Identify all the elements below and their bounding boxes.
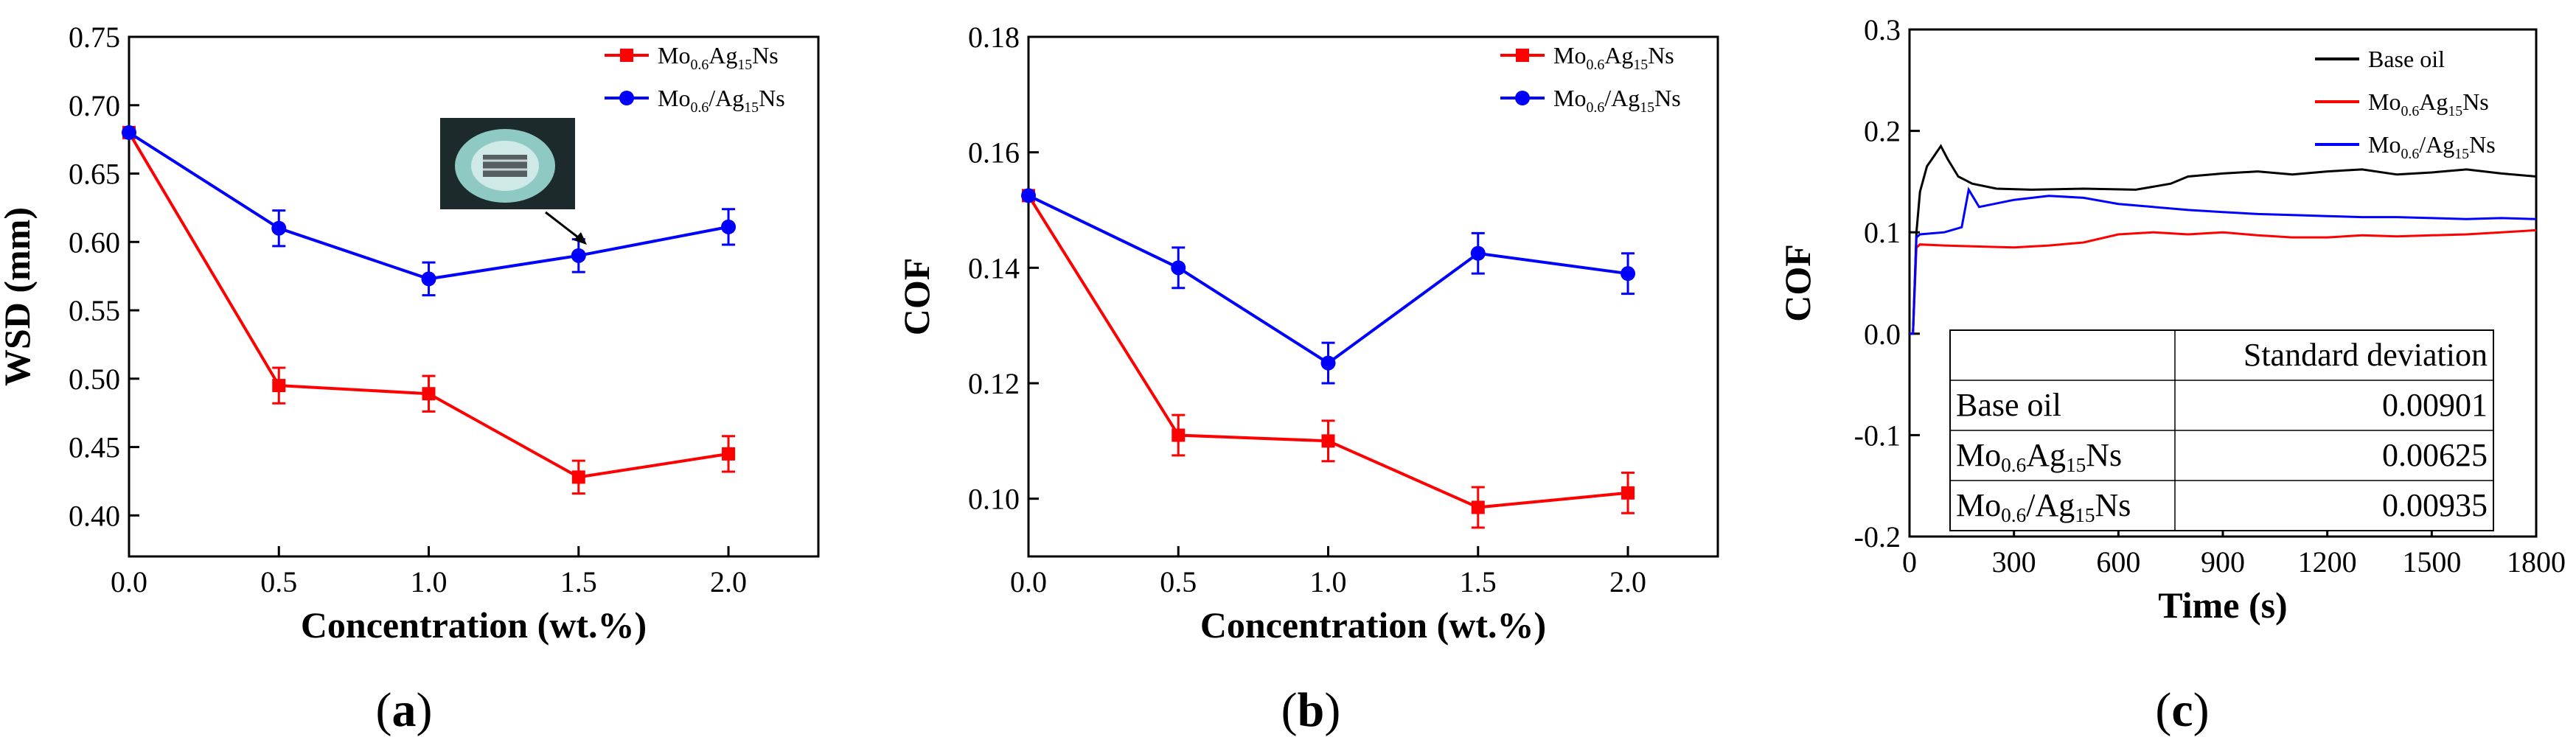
x-tick-label: 1.5 [1460,565,1497,598]
legend-marker [1516,49,1529,62]
table-header: Standard deviation [2243,337,2488,373]
panel-c-cof-time-chart: 0 300 600 900 1200 1500 1800 -0.2 -0.1 0.0 0.1 0.2 0… [1777,13,2566,737]
x-tick-label: 900 [2201,545,2245,579]
y-axis-title: COF [896,258,937,336]
data-point [1621,266,1636,282]
inset-scar-core [483,155,527,177]
x-tick-label: 1.0 [1310,565,1347,598]
data-point [271,220,287,236]
inset-arrowhead [574,232,587,245]
series-line [128,131,729,281]
plot-frame [128,35,820,558]
data-point [1320,355,1336,371]
x-tick-label: 1.0 [411,565,448,598]
data-point [571,470,585,484]
y-tick-label: 0.45 [69,431,120,464]
data-point [722,447,736,461]
x-tick-label: 2.0 [710,565,747,598]
y-tick-label: -0.2 [1854,520,1901,553]
series-line [1910,186,2537,335]
panel-label: (b) [1281,683,1341,737]
data-point [272,379,286,393]
x-tick-label: 0.0 [111,565,147,598]
panel-label: (c) [2155,683,2209,737]
data-point [1471,500,1485,514]
table-row-value: 0.00625 [2382,437,2488,473]
x-tick-label: 1200 [2298,545,2357,579]
x-tick-label: 0 [1902,545,1917,579]
y-tick-label: 0.2 [1864,115,1901,148]
table-row-value: 0.00901 [2382,387,2488,423]
series-line [1910,144,2537,335]
data-point [1171,260,1186,276]
y-tick-label: 0.0 [1864,318,1901,351]
data-point [721,219,737,234]
data-point [1621,486,1635,500]
x-axis-title: Concentration (wt.%) [301,604,647,646]
legend-label: Mo0.6/Ag15Ns [1553,85,1681,116]
legend-label: Base oil [2368,46,2445,72]
legend-label: Mo0.6/Ag15Ns [2368,131,2496,162]
x-tick-label: 2.0 [1609,565,1646,598]
plot-frame [1027,35,1719,558]
y-tick-label: 0.3 [1864,13,1901,46]
panel-label: (a) [376,683,433,737]
y-tick-label: 0.12 [968,367,1020,400]
y-tick-label: 0.70 [69,89,120,122]
x-tick-label: 600 [2096,545,2140,579]
std-deviation-table: Standard deviation Base oil 0.00901 Mo0.6Ag… [1949,329,2494,531]
legend-marker [620,49,633,62]
data-point [571,248,586,263]
data-point [122,125,136,140]
x-tick-label: 300 [1992,545,2036,579]
x-tick-label: 1.5 [560,565,597,598]
table-row-label: Mo0.6Ag15Ns [1956,437,2122,476]
legend-label: Mo0.6Ag15Ns [1553,42,1674,73]
y-tick-label: 0.14 [968,251,1020,284]
x-tick-label: 0.5 [260,565,297,598]
y-axis-title: WSD (mm) [0,207,38,386]
y-tick-label: 0.10 [968,483,1020,516]
data-point [1172,428,1186,442]
inset-arrow [545,211,582,241]
y-tick-label: -0.1 [1854,419,1901,452]
legend-marker [1515,91,1530,105]
data-point [421,271,436,287]
table-row-value: 0.00935 [2382,487,2488,523]
panel-a-wsd-chart: 0.0 0.5 1.0 1.5 2.0 0.40 0.45 0.50 0.55 0.60 0.65 0… [0,21,820,737]
y-tick-label: 0.60 [69,226,120,259]
y-tick-label: 0.40 [69,499,120,532]
data-point [1021,188,1036,203]
series-line [1910,228,2537,335]
x-tick-label: 0.5 [1160,565,1197,598]
legend-label: Mo0.6Ag15Ns [2368,88,2489,119]
wear-scar-inset-image [440,118,575,209]
x-axis-title: Time (s) [2158,584,2287,626]
y-axis-title: COF [1777,244,1818,322]
table-row-label: Mo0.6/Ag15Ns [1956,487,2131,526]
data-point [1470,245,1486,261]
legend-marker [619,91,634,105]
data-point [1321,434,1335,448]
data-point [422,387,436,401]
x-axis-title: Concentration (wt.%) [1200,604,1546,646]
x-tick-label: 1800 [2507,545,2566,579]
y-tick-label: 0.50 [69,363,120,396]
y-tick-label: 0.75 [69,21,120,54]
panel-b-cof-chart: 0.0 0.5 1.0 1.5 2.0 0.10 0.12 0.14 0.16 0.18 Conce… [896,21,1719,737]
y-tick-label: 0.16 [968,136,1020,170]
y-tick-label: 0.18 [968,21,1020,54]
legend-label: Mo0.6/Ag15Ns [658,85,785,116]
y-tick-label: 0.55 [69,294,120,327]
x-tick-label: 1500 [2402,545,2461,579]
table-row-label: Base oil [1956,387,2061,423]
series-line [128,131,729,479]
legend-label: Mo0.6Ag15Ns [658,42,779,73]
y-tick-label: 0.65 [69,158,120,191]
x-tick-label: 0.0 [1010,565,1047,598]
y-tick-label: 0.1 [1864,216,1901,249]
